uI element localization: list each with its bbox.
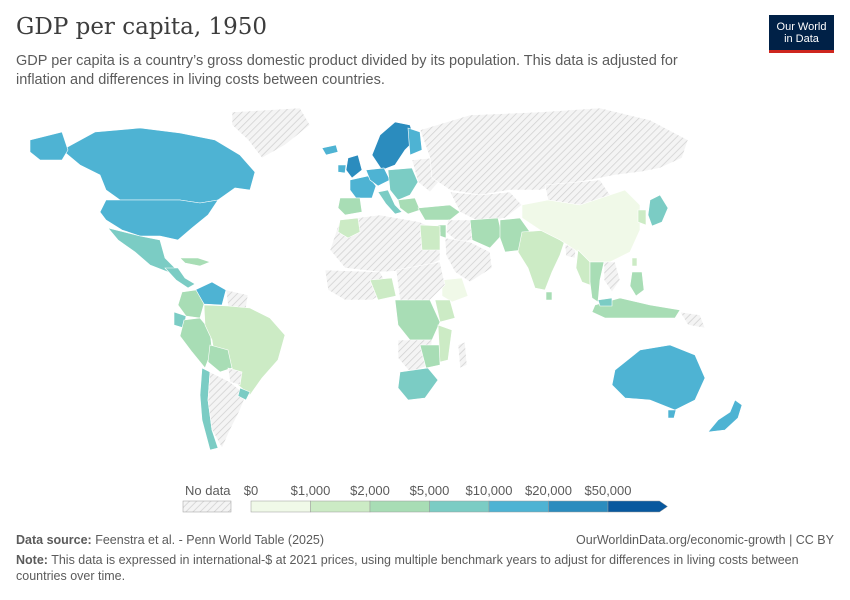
alaska[interactable]	[29, 131, 69, 161]
iceland[interactable]	[321, 144, 339, 156]
indochina[interactable]	[603, 261, 621, 293]
legend-bin-2[interactable]	[369, 500, 430, 513]
legend: No data $0 $1,000 $2,000 $5,000 $10,000 $20,0…	[0, 478, 850, 518]
source-url[interactable]: OurWorldinData.org/economic-growth | CC …	[576, 533, 834, 547]
central-africa[interactable]	[394, 299, 441, 341]
italy[interactable]	[377, 189, 403, 215]
legend-bin-4[interactable]	[488, 500, 549, 513]
papua-new-guinea[interactable]	[679, 311, 706, 329]
legend-label-6: $50,000	[584, 483, 632, 498]
legend-bin-3[interactable]	[429, 500, 490, 513]
chart-subtitle: GDP per capita is a country’s gross dome…	[16, 53, 678, 88]
new-zealand[interactable]	[707, 399, 743, 433]
central-america[interactable]	[164, 267, 196, 289]
brazil[interactable]	[203, 304, 286, 396]
australia[interactable]	[611, 344, 706, 411]
legend-label-4: $10,000	[465, 483, 513, 498]
ireland[interactable]	[337, 164, 347, 174]
note: Note: This data is expressed in internat…	[16, 552, 836, 584]
chart-title: GDP per capita, 1950	[16, 14, 268, 40]
west-africa[interactable]	[324, 269, 391, 301]
malaysia[interactable]	[597, 297, 613, 307]
uk[interactable]	[345, 154, 363, 179]
arabia[interactable]	[444, 237, 493, 283]
legend-label-3: $5,000	[409, 483, 450, 498]
sri-lanka[interactable]	[545, 291, 553, 301]
thailand[interactable]	[589, 261, 605, 303]
logo-line-1: Our World	[776, 21, 827, 33]
eastern-europe[interactable]	[387, 167, 419, 201]
legend-bin-5[interactable]	[548, 500, 609, 513]
legend-label-0: $0	[243, 483, 259, 498]
china[interactable]	[521, 189, 641, 263]
finland[interactable]	[407, 127, 423, 156]
central-asia[interactable]	[449, 191, 523, 223]
japan[interactable]	[647, 194, 669, 227]
guianas[interactable]	[225, 289, 249, 309]
mozambique[interactable]	[437, 324, 453, 363]
legend-nodata-label: No data	[185, 483, 231, 498]
morocco-algeria[interactable]	[337, 217, 361, 239]
turkey[interactable]	[417, 204, 461, 221]
egypt[interactable]	[419, 224, 441, 251]
data-source-text[interactable]: Feenstra et al. - Penn World Table (2025…	[95, 533, 325, 547]
world-map[interactable]	[0, 95, 850, 475]
canada[interactable]	[61, 127, 256, 204]
legend-bar[interactable]	[0, 478, 850, 518]
nigeria[interactable]	[369, 277, 397, 301]
france[interactable]	[349, 175, 377, 199]
legend-nodata-swatch[interactable]	[182, 500, 232, 513]
philippines[interactable]	[629, 271, 645, 297]
myanmar[interactable]	[575, 249, 591, 286]
legend-bin-0[interactable]	[250, 500, 311, 513]
uganda-kenya[interactable]	[434, 299, 456, 323]
paraguay[interactable]	[227, 367, 243, 386]
tasmania[interactable]	[667, 409, 677, 419]
legend-bin-1[interactable]	[310, 500, 371, 513]
balkans[interactable]	[397, 197, 421, 215]
greenland[interactable]	[231, 107, 311, 159]
madagascar[interactable]	[457, 341, 468, 369]
sudan-region[interactable]	[395, 261, 446, 301]
note-text: This data is expressed in international-…	[16, 553, 799, 583]
owid-logo[interactable]: Our World in Data	[769, 15, 834, 52]
zambia-zimbabwe[interactable]	[419, 344, 441, 369]
logo-line-2: in Data	[784, 33, 819, 45]
logo-accent-bar	[769, 50, 834, 53]
iran[interactable]	[469, 217, 503, 249]
legend-label-5: $20,000	[525, 483, 572, 498]
ethiopia[interactable]	[441, 277, 469, 303]
usa[interactable]	[99, 199, 219, 241]
data-source: Data source: Feenstra et al. - Penn Worl…	[16, 533, 324, 547]
indonesia[interactable]	[591, 297, 681, 319]
bolivia[interactable]	[207, 344, 233, 373]
legend-bin-6[interactable]	[607, 500, 668, 513]
data-source-label: Data source:	[16, 533, 92, 547]
caribbean[interactable]	[179, 257, 211, 267]
argentina[interactable]	[207, 371, 247, 449]
russia[interactable]	[419, 107, 689, 196]
iberia[interactable]	[337, 197, 363, 216]
south-africa[interactable]	[397, 367, 439, 401]
uruguay[interactable]	[237, 387, 251, 401]
germany-benelux[interactable]	[365, 167, 391, 187]
note-label: Note:	[16, 553, 48, 567]
korea[interactable]	[637, 209, 647, 226]
taiwan[interactable]	[631, 257, 638, 267]
legend-label-1: $1,000	[290, 483, 331, 498]
legend-label-2: $2,000	[350, 483, 390, 498]
